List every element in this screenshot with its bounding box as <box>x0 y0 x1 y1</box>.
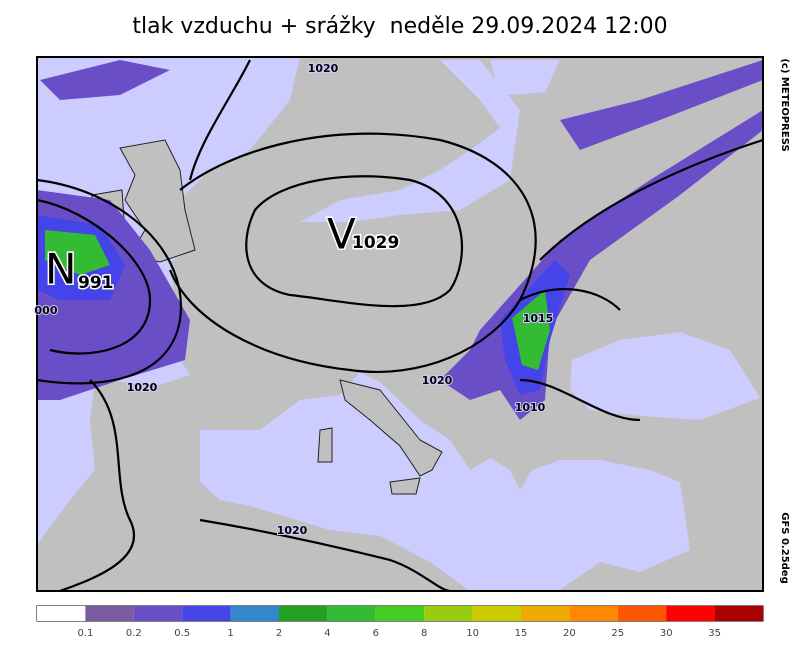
isobar-label: 1010 <box>515 401 546 414</box>
legend-swatch <box>521 606 570 621</box>
legend-swatch <box>37 606 86 621</box>
legend-swatch <box>279 606 328 621</box>
pressure-center-letter: V <box>327 210 356 259</box>
legend-label: 4 <box>324 628 330 639</box>
legend-swatch <box>569 606 618 621</box>
pressure-center-letter: N <box>45 245 76 294</box>
isobar-label: 000 <box>35 304 58 317</box>
legend-swatch <box>182 606 231 621</box>
map <box>37 57 763 591</box>
legend-label: 15 <box>515 628 528 639</box>
legend-swatch <box>617 606 667 621</box>
isobar-label: 1020 <box>127 381 158 394</box>
legend-label: 10 <box>466 628 479 639</box>
legend-label: 2 <box>276 628 282 639</box>
legend-swatch <box>424 606 473 621</box>
map-frame <box>36 56 764 592</box>
legend-label: 6 <box>373 628 379 639</box>
isobar-label: 1020 <box>422 374 453 387</box>
legend-swatch <box>85 606 134 621</box>
legend-label: 8 <box>421 628 427 639</box>
map-title: tlak vzduchu + srážky neděle 29.09.2024 … <box>132 14 667 39</box>
legend-swatch <box>133 606 183 621</box>
pressure-center-value: 991 <box>78 273 114 293</box>
legend-label: 0.1 <box>77 628 93 639</box>
legend-label: 30 <box>660 628 673 639</box>
legend-label: 25 <box>611 628 624 639</box>
copyright: (c) METEOPRESS <box>779 58 790 151</box>
legend-label: 35 <box>708 628 721 639</box>
isobar-label: 1020 <box>277 524 308 537</box>
legend-swatch <box>472 606 521 621</box>
legend-label: 1 <box>227 628 233 639</box>
legend-label: 0.5 <box>174 628 190 639</box>
pressure-center-value: 1029 <box>352 233 399 253</box>
legend-swatch <box>230 606 279 621</box>
isobar-label: 1020 <box>308 62 339 75</box>
legend-label: 0.2 <box>126 628 142 639</box>
legend-swatch <box>327 606 376 621</box>
legend-label: 20 <box>563 628 576 639</box>
model-label: GFS 0.25deg <box>779 512 790 584</box>
legend-swatch <box>375 606 425 621</box>
legend-swatch <box>666 606 715 621</box>
legend-swatch <box>714 606 763 621</box>
isobar-label: 1015 <box>523 312 554 325</box>
